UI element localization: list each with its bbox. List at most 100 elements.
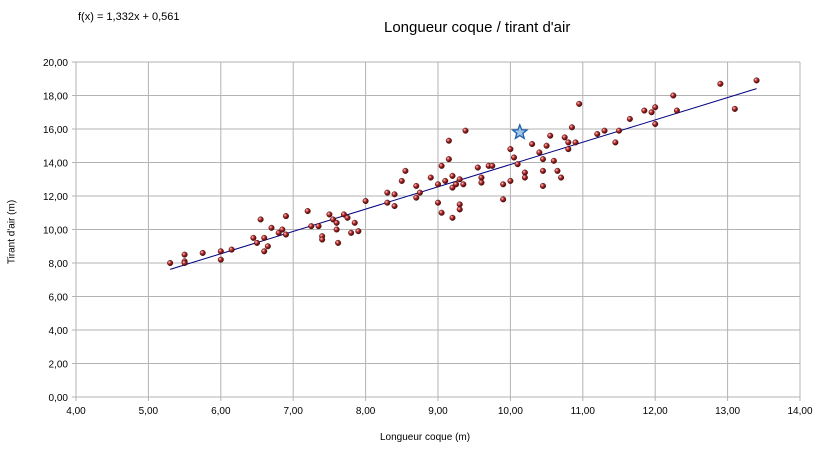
y-tick-label: 14,00 [43, 159, 68, 170]
data-point [416, 189, 423, 196]
data-point [438, 209, 445, 216]
data-point [500, 181, 507, 188]
data-point [333, 219, 340, 226]
y-tick-label: 12,00 [43, 192, 68, 203]
data-point [391, 203, 398, 210]
data-point [565, 146, 572, 153]
data-points [167, 77, 760, 267]
data-point [456, 206, 463, 213]
data-point [460, 181, 467, 188]
data-point [539, 167, 546, 174]
tick-labels: 4,00 5,00 6,00 7,00 8,00 9,00 10,00 11,00 12,00 1… [43, 58, 813, 417]
data-point [261, 234, 268, 241]
y-tick-label: 16,00 [43, 125, 68, 136]
data-point [355, 228, 362, 235]
data-point [478, 179, 485, 186]
y-tick-label: 18,00 [43, 92, 68, 103]
data-point [453, 181, 460, 188]
data-point [384, 189, 391, 196]
data-point [445, 137, 452, 144]
data-point [500, 196, 507, 203]
data-point [391, 191, 398, 198]
data-point [282, 231, 289, 238]
data-point [648, 109, 655, 116]
data-point [268, 224, 275, 231]
x-tick-label: 14,00 [787, 406, 812, 417]
data-point [413, 194, 420, 201]
data-point [652, 120, 659, 127]
data-point [456, 176, 463, 183]
data-point [536, 149, 543, 156]
data-point [264, 243, 271, 250]
y-tick-label: 6,00 [49, 293, 69, 304]
data-point [344, 214, 351, 221]
data-point [529, 141, 536, 148]
x-tick-label: 8,00 [356, 406, 376, 417]
data-point [282, 213, 289, 220]
data-point [507, 177, 514, 184]
y-tick-label: 20,00 [43, 58, 68, 69]
data-point [521, 174, 528, 181]
x-axis-label: Longueur coque (m) [380, 432, 471, 443]
data-point [543, 142, 550, 149]
data-point [474, 164, 481, 171]
data-point [335, 239, 342, 246]
data-point [362, 198, 369, 205]
data-point [561, 134, 568, 141]
x-tick-label: 10,00 [498, 406, 523, 417]
x-tick-label: 9,00 [428, 406, 448, 417]
y-tick-label: 0,00 [49, 393, 69, 404]
data-point [304, 208, 311, 215]
data-point [507, 146, 514, 153]
data-point [449, 214, 456, 221]
data-point [167, 260, 174, 267]
x-tick-label: 7,00 [283, 406, 303, 417]
y-tick-label: 10,00 [43, 226, 68, 237]
data-point [199, 249, 206, 256]
data-point [319, 236, 326, 243]
data-point [673, 107, 680, 114]
data-point [315, 223, 322, 230]
data-point [558, 174, 565, 181]
data-point [514, 161, 521, 168]
data-point [438, 162, 445, 169]
data-point [427, 174, 434, 181]
trendline-group [169, 88, 757, 270]
data-point [572, 139, 579, 146]
data-point [250, 234, 257, 241]
data-point [435, 181, 442, 188]
data-point [435, 199, 442, 206]
x-tick-label: 5,00 [139, 406, 159, 417]
data-point [511, 154, 518, 161]
data-point [462, 127, 469, 134]
data-point [181, 251, 188, 258]
data-point [445, 156, 452, 163]
trendline [169, 88, 757, 270]
data-point [384, 199, 391, 206]
data-point [279, 226, 286, 233]
data-point [731, 105, 738, 112]
data-point [449, 172, 456, 179]
data-point [616, 127, 623, 134]
data-point [576, 100, 583, 107]
data-point [641, 107, 648, 114]
data-point [217, 248, 224, 255]
data-point [217, 256, 224, 263]
data-point [626, 115, 633, 122]
x-tick-label: 12,00 [643, 406, 668, 417]
x-tick-label: 11,00 [571, 406, 596, 417]
data-point [442, 177, 449, 184]
data-point [670, 92, 677, 99]
data-point [547, 132, 554, 139]
data-point [181, 260, 188, 267]
x-tick-label: 4,00 [66, 406, 86, 417]
data-point [257, 216, 264, 223]
chart-title: Longueur coque / tirant d'air [384, 19, 571, 36]
y-tick-label: 2,00 [49, 360, 69, 371]
grid-lines [72, 61, 801, 401]
data-point [717, 80, 724, 87]
data-point [550, 157, 557, 164]
highlight-star-icon [510, 123, 529, 140]
data-point [253, 239, 260, 246]
data-point [348, 229, 355, 236]
